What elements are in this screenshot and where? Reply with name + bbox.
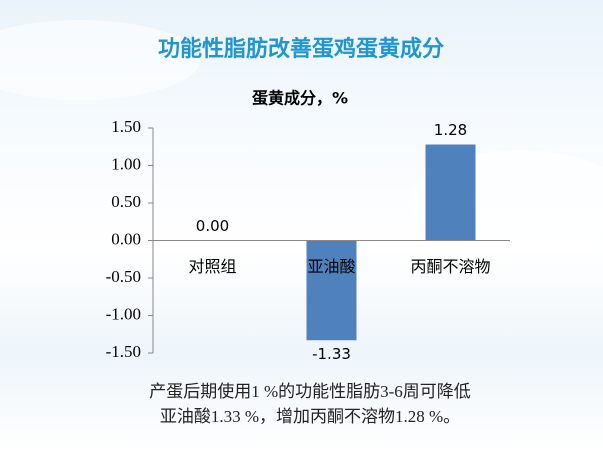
x-tick-label: 亚油酸 bbox=[307, 257, 355, 276]
y-tick-label: 1.00 bbox=[111, 154, 141, 173]
y-tick-label: 0.00 bbox=[111, 229, 141, 248]
y-tick-label: 0.50 bbox=[111, 192, 141, 211]
value-label: 1.28 bbox=[434, 121, 467, 139]
caption: 产蛋后期使用1 %的功能性脂肪3-6周可降低 bbox=[149, 381, 471, 401]
bar bbox=[306, 240, 357, 341]
value-label: 0.00 bbox=[196, 217, 229, 235]
y-axis-label: 蛋黄成分，% bbox=[252, 89, 348, 108]
cloud bbox=[0, 20, 200, 100]
y-tick-label: -1.00 bbox=[106, 304, 141, 323]
bar bbox=[425, 144, 476, 241]
y-tick-label: 1.50 bbox=[111, 117, 141, 136]
x-tick-label: 丙酮不溶物 bbox=[410, 257, 490, 276]
chart-title: 功能性脂肪改善蛋鸡蛋黄成分 bbox=[158, 36, 444, 62]
value-label: -1.33 bbox=[312, 345, 351, 363]
y-tick-label: -0.50 bbox=[106, 267, 141, 286]
x-tick-label: 对照组 bbox=[188, 257, 236, 276]
caption: 亚油酸1.33 %，增加丙酮不溶物1.28 %。 bbox=[160, 407, 460, 426]
y-tick-label: -1.50 bbox=[106, 342, 141, 361]
